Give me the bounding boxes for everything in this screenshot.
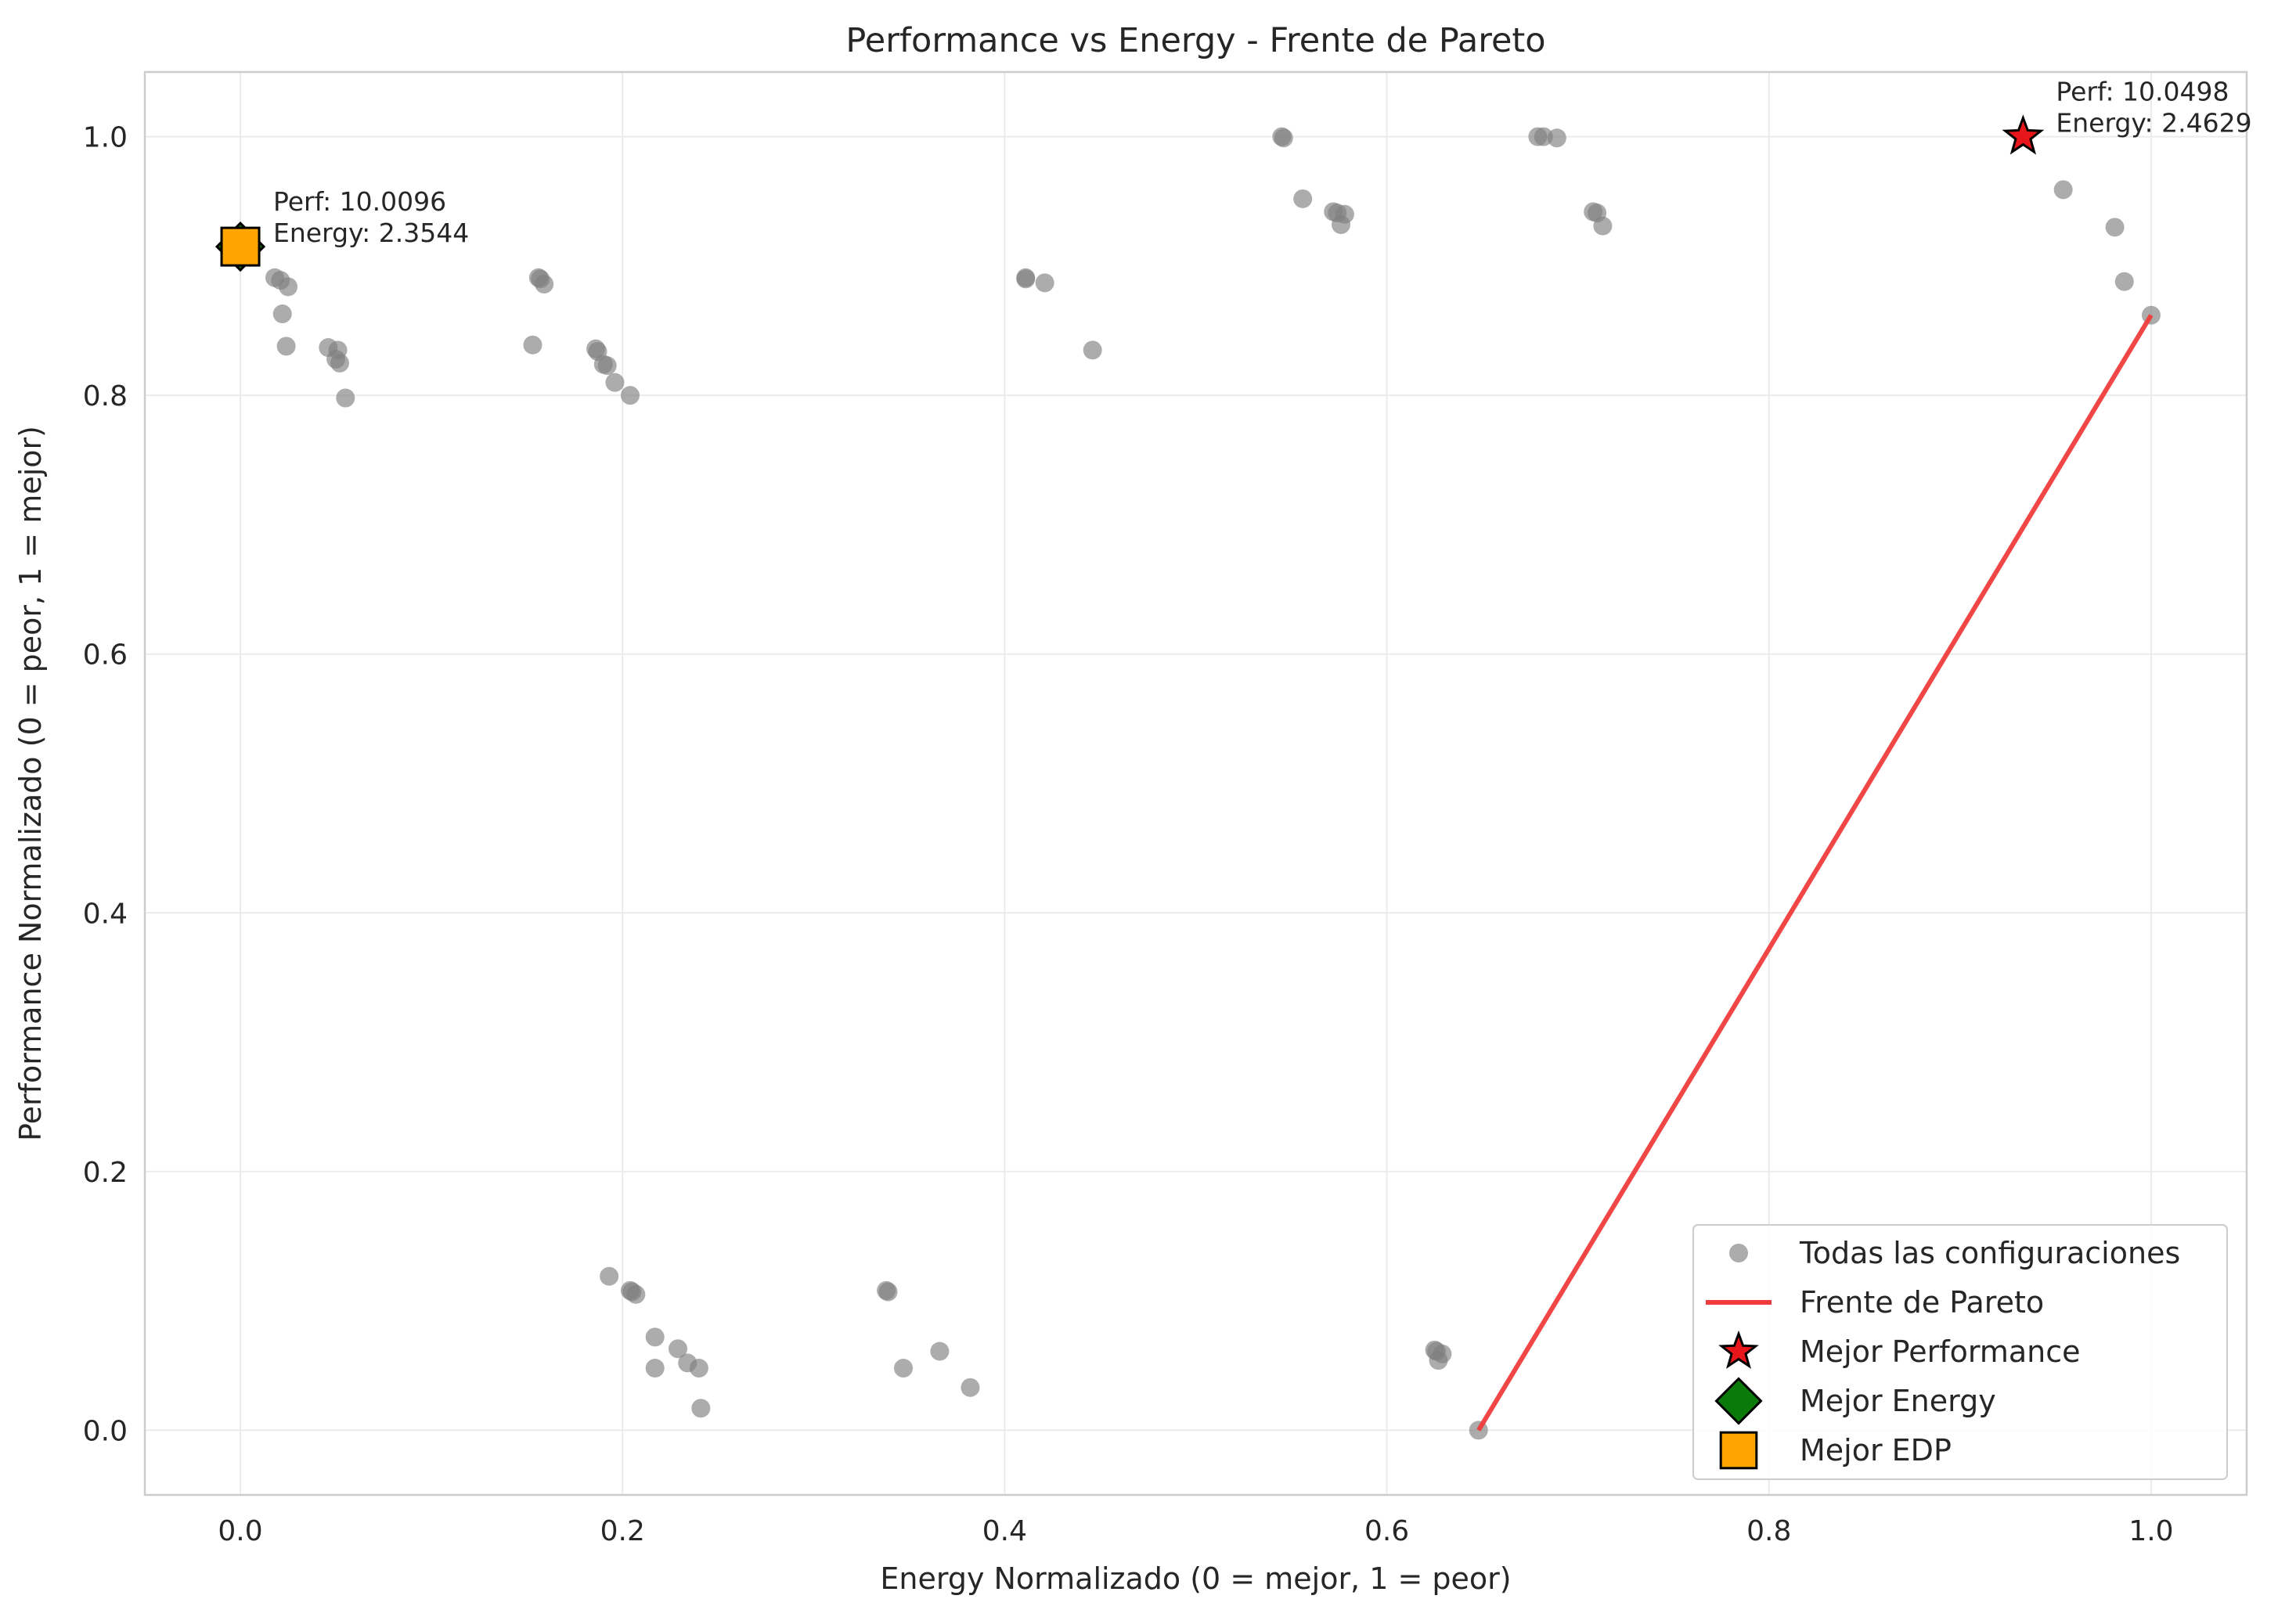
scatter-point (1429, 1351, 1448, 1370)
y-tick-label: 0.6 (83, 639, 128, 672)
y-tick-labels: 0.0 0.2 0.4 0.6 0.8 1.0 (83, 122, 128, 1448)
annotation-text: Energy: 2.4629 (2056, 108, 2251, 139)
scatter-point (1332, 215, 1351, 235)
scatter-point (1547, 128, 1566, 148)
pareto-front-line (1476, 314, 2154, 1432)
scatter-point (279, 277, 298, 297)
scatter-point (645, 1327, 665, 1347)
y-tick-label: 1.0 (83, 122, 128, 154)
legend-label: Mejor EDP (1800, 1433, 1952, 1468)
scatter-point (691, 1399, 711, 1418)
scatter-point (605, 373, 625, 392)
y-axis-label: Performance Normalizado (0 = peor, 1 = m… (13, 426, 48, 1141)
scatter-point (645, 1359, 665, 1378)
scatter-point (930, 1341, 950, 1361)
legend-swatch-points (1729, 1244, 1748, 1262)
scatter-point (2114, 272, 2134, 291)
axes-frame (143, 70, 2248, 1496)
scatter-point (2105, 218, 2125, 237)
square-marker (220, 226, 261, 267)
grid (145, 72, 2247, 1495)
plot-area (214, 114, 2161, 1440)
annotation-text: Perf: 10.0498 (2056, 77, 2229, 107)
x-tick-label: 0.4 (982, 1515, 1027, 1547)
y-tick-label: 0.8 (83, 380, 128, 412)
y-tick-label: 0.0 (83, 1415, 128, 1447)
x-tick-label: 0.0 (218, 1515, 262, 1547)
scatter-point (1083, 340, 1102, 360)
chart-title: Performance vs Energy - Frente de Pareto (845, 21, 1545, 60)
legend-label: Frente de Pareto (1800, 1285, 2044, 1320)
scatter-point (1035, 273, 1054, 293)
star-marker (2002, 114, 2045, 155)
scatter-point (626, 1284, 646, 1304)
scatter-point (689, 1359, 708, 1378)
annotation-text: Perf: 10.0096 (273, 186, 446, 217)
scatter-point (535, 275, 554, 294)
scatter-point (1593, 216, 1613, 236)
legend-box (1692, 1224, 2228, 1480)
scatter-point (272, 304, 292, 324)
scatter-point (597, 356, 617, 376)
legend: Todas las configuraciones Frente de Paret… (1692, 1224, 2228, 1480)
legend-swatch-diamond (1714, 1377, 1763, 1425)
scatter-point (523, 335, 542, 355)
x-axis-label: Energy Normalizado (0 = mejor, 1 = peor) (880, 1561, 1511, 1596)
legend-swatch-star (1718, 1330, 1759, 1369)
scatter-point (878, 1282, 898, 1302)
x-tick-label: 0.8 (1746, 1515, 1791, 1547)
scatter-point (1274, 128, 1293, 148)
scatter-point (276, 337, 296, 356)
scatter-point (961, 1378, 980, 1397)
scatter-point (600, 1266, 619, 1286)
x-tick-label: 0.6 (1364, 1515, 1409, 1547)
legend-label: Mejor Energy (1800, 1384, 1996, 1418)
scatter-point (620, 386, 640, 405)
y-tick-label: 0.2 (83, 1157, 128, 1189)
legend-swatch-square (1719, 1431, 1758, 1470)
legend-label: Mejor Performance (1800, 1334, 2080, 1369)
scatter-point (669, 1339, 688, 1359)
scatter-point (894, 1359, 914, 1378)
x-tick-labels: 0.0 0.2 0.4 0.6 0.8 1.0 (218, 1515, 2173, 1547)
scatter-point (336, 388, 355, 408)
scatter-point (1016, 269, 1036, 289)
y-tick-label: 0.4 (83, 898, 128, 930)
legend-label: Todas las configuraciones (1799, 1236, 2180, 1270)
annotation-text: Energy: 2.3544 (273, 218, 469, 248)
scatter-point (1293, 189, 1313, 208)
scatter-point (330, 353, 349, 373)
x-tick-label: 0.2 (600, 1515, 645, 1547)
x-tick-label: 1.0 (2128, 1515, 2173, 1547)
scatter-point (2053, 180, 2073, 200)
